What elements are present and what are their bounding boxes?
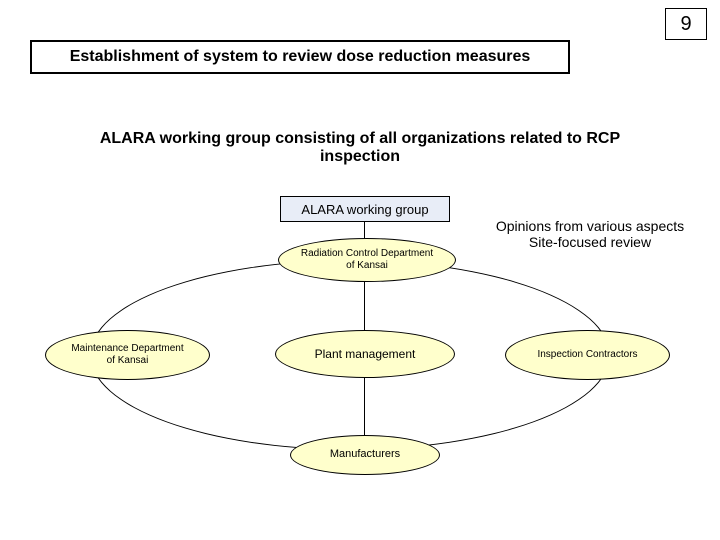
node-center-label: Plant management (315, 347, 416, 361)
page-title: Establishment of system to review dose r… (30, 40, 570, 74)
node-right: Inspection Contractors (505, 330, 670, 380)
node-bottom-label: Manufacturers (330, 448, 400, 461)
node-top: Radiation Control Department of Kansai (278, 238, 456, 282)
connector-header-top (364, 222, 365, 238)
page-title-text: Establishment of system to review dose r… (70, 48, 531, 66)
node-center: Plant management (275, 330, 455, 378)
side-note-line1: Opinions from various aspects (470, 218, 710, 234)
node-left-label: Maintenance Department of Kansai (71, 343, 183, 367)
subtitle: ALARA working group consisting of all or… (80, 130, 640, 166)
node-bottom: Manufacturers (290, 435, 440, 475)
side-note: Opinions from various aspects Site-focus… (470, 218, 710, 250)
chart-header-text: ALARA working group (301, 202, 428, 217)
chart-header: ALARA working group (280, 196, 450, 222)
side-note-line2: Site-focused review (470, 234, 710, 250)
subtitle-text: ALARA working group consisting of all or… (100, 130, 620, 165)
node-right-label: Inspection Contractors (537, 349, 637, 361)
node-top-label: Radiation Control Department of Kansai (301, 248, 433, 272)
node-left: Maintenance Department of Kansai (45, 330, 210, 380)
page-number-box: 9 (665, 8, 707, 40)
